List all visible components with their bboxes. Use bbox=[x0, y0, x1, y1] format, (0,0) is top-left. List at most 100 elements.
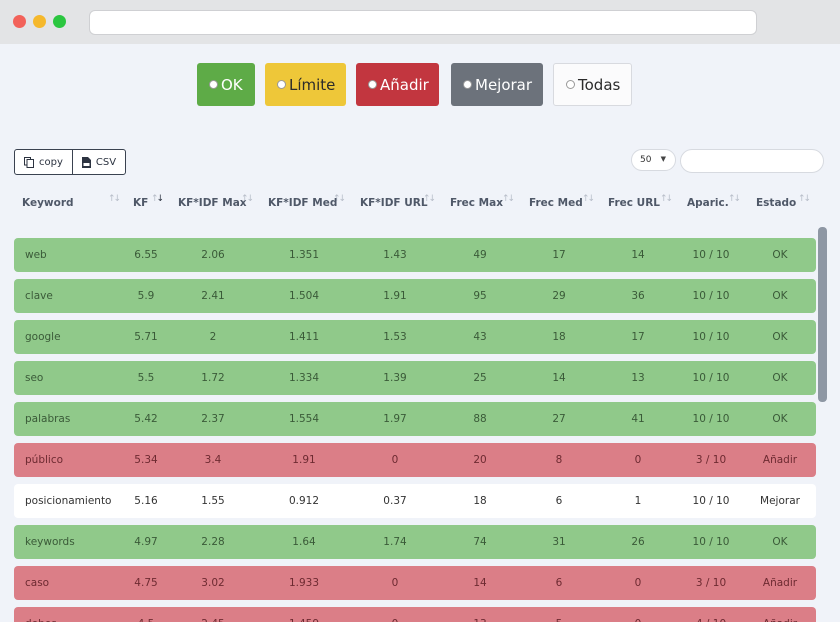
table-row[interactable]: clave 5.9 2.41 1.504 1.91 95 29 36 10 / 10 OK bbox=[14, 279, 816, 313]
column-header-frec-max[interactable]: Frec Max bbox=[450, 197, 503, 209]
filter-limite-button[interactable]: Límite bbox=[265, 63, 346, 106]
cell-estado: OK bbox=[772, 413, 788, 425]
filter-mejorar-button[interactable]: Mejorar bbox=[451, 63, 543, 106]
sort-icon[interactable]: ↑↓ bbox=[108, 194, 121, 204]
filter-ok-label: OK bbox=[221, 75, 243, 94]
sort-icon[interactable]: ↑↓ bbox=[151, 194, 164, 204]
cell-frec-max: 43 bbox=[473, 331, 487, 343]
cell-frec-med: 5 bbox=[556, 607, 563, 622]
cell-kf: 6.55 bbox=[134, 249, 158, 261]
table-row[interactable]: palabras 5.42 2.37 1.554 1.97 88 27 41 10 / 10 OK bbox=[14, 402, 816, 436]
cell-kfidf-med: 1.64 bbox=[292, 536, 316, 548]
cell-frec-url: 41 bbox=[631, 413, 645, 425]
column-header-aparic[interactable]: Aparic. bbox=[687, 197, 729, 209]
copy-button[interactable]: copy bbox=[15, 150, 72, 174]
column-header-keyword[interactable]: Keyword bbox=[22, 197, 74, 209]
column-header-frec-med[interactable]: Frec Med bbox=[529, 197, 583, 209]
cell-kfidf-med: 1.459 bbox=[289, 607, 319, 622]
filter-limite-label: Límite bbox=[289, 75, 336, 94]
sort-icon[interactable]: ↑↓ bbox=[660, 194, 673, 204]
cell-kfidf-med: 1.351 bbox=[288, 249, 320, 261]
table-row[interactable]: keywords 4.97 2.28 1.64 1.74 74 31 26 10 / 10 OK bbox=[14, 525, 816, 559]
cell-kfidf-max: 3.4 bbox=[204, 454, 222, 466]
cell-kfidf-url: 0 bbox=[392, 607, 399, 622]
cell-frec-med: 8 bbox=[555, 454, 563, 466]
cell-aparic: 10 / 10 bbox=[692, 331, 730, 343]
cell-kfidf-url: 1.53 bbox=[383, 331, 407, 343]
cell-keyword: seo bbox=[25, 372, 44, 384]
cell-kfidf-med: 1.411 bbox=[288, 331, 320, 343]
cell-estado: OK bbox=[772, 249, 788, 261]
table-row[interactable]: debes 4.5 2.45 1.459 0 13 5 0 4 / 10 Añadir bbox=[14, 607, 816, 622]
cell-aparic: 10 / 10 bbox=[692, 495, 730, 507]
column-header-kfidf-url[interactable]: KF*IDF URL bbox=[360, 197, 428, 209]
sort-icon[interactable]: ↑↓ bbox=[582, 194, 595, 204]
address-bar[interactable] bbox=[89, 10, 757, 35]
column-header-kf[interactable]: KF bbox=[133, 197, 149, 209]
cell-kfidf-max: 1.72 bbox=[201, 372, 225, 384]
maximize-window-button[interactable] bbox=[53, 15, 66, 28]
minimize-window-button[interactable] bbox=[33, 15, 46, 28]
filter-anadir-label: Añadir bbox=[380, 75, 429, 94]
cell-keyword: google bbox=[25, 331, 61, 343]
cell-aparic: 3 / 10 bbox=[695, 577, 727, 589]
filter-todas-button[interactable]: Todas bbox=[553, 63, 632, 106]
cell-frec-max: 95 bbox=[473, 290, 487, 302]
column-header-kfidf-med[interactable]: KF*IDF Med bbox=[268, 197, 338, 209]
table-row[interactable]: caso 4.75 3.02 1.933 0 14 6 0 3 / 10 Añadir bbox=[14, 566, 816, 600]
cell-estado: OK bbox=[772, 331, 788, 343]
cell-kf: 4.97 bbox=[134, 536, 158, 548]
cell-aparic: 3 / 10 bbox=[695, 454, 727, 466]
radio-icon bbox=[209, 80, 218, 89]
browser-toolbar bbox=[0, 0, 840, 44]
cell-estado: OK bbox=[772, 536, 788, 548]
column-header-estado[interactable]: Estado bbox=[756, 197, 797, 209]
cell-frec-max: 13 bbox=[473, 607, 486, 622]
cell-frec-max: 25 bbox=[473, 372, 487, 384]
cell-kfidf-max: 2.41 bbox=[201, 290, 225, 302]
cell-frec-url: 17 bbox=[631, 331, 645, 343]
cell-kfidf-url: 1.74 bbox=[383, 536, 407, 548]
close-window-button[interactable] bbox=[13, 15, 26, 28]
table-row[interactable]: posicionamiento 5.16 1.55 0.912 0.37 18 6 1 10 /… bbox=[14, 484, 816, 518]
column-header-frec-url[interactable]: Frec URL bbox=[608, 197, 660, 209]
cell-keyword: keywords bbox=[25, 536, 75, 548]
page-length-value: 50 bbox=[640, 155, 652, 165]
cell-frec-med: 6 bbox=[555, 495, 563, 507]
table-row[interactable]: público 5.34 3.4 1.91 0 20 8 0 3 / 10 Añadir bbox=[14, 443, 816, 477]
sort-icon[interactable]: ↑↓ bbox=[241, 194, 254, 204]
cell-kfidf-url: 0 bbox=[391, 454, 399, 466]
column-header-kfidf-max[interactable]: KF*IDF Max bbox=[178, 197, 247, 209]
cell-aparic: 10 / 10 bbox=[692, 413, 730, 425]
cell-kfidf-url: 0 bbox=[391, 577, 399, 589]
sort-icon[interactable]: ↑↓ bbox=[502, 194, 515, 204]
filter-todas-label: Todas bbox=[578, 75, 621, 94]
scrollbar-thumb[interactable] bbox=[818, 227, 827, 402]
cell-keyword: caso bbox=[25, 577, 50, 589]
table-row[interactable]: web 6.55 2.06 1.351 1.43 49 17 14 10 / 10 OK bbox=[14, 238, 816, 272]
csv-label: CSV bbox=[95, 156, 117, 168]
sort-icon[interactable]: ↑↓ bbox=[423, 194, 436, 204]
sort-icon[interactable]: ↑↓ bbox=[333, 194, 346, 204]
table-row[interactable]: google 5.71 2 1.411 1.53 43 18 17 10 / 10 OK bbox=[14, 320, 816, 354]
sort-icon[interactable]: ↑↓ bbox=[728, 194, 741, 204]
filter-ok-button[interactable]: OK bbox=[197, 63, 255, 106]
cell-frec-max: 18 bbox=[473, 495, 487, 507]
cell-kfidf-url: 1.39 bbox=[383, 372, 407, 384]
cell-frec-url: 26 bbox=[631, 536, 645, 548]
cell-frec-url: 0 bbox=[635, 607, 642, 622]
cell-frec-med: 29 bbox=[552, 290, 566, 302]
cell-kf: 5.71 bbox=[134, 331, 158, 343]
cell-keyword: debes bbox=[25, 607, 57, 622]
page-length-select[interactable]: 50 ▼ bbox=[631, 149, 676, 171]
filter-anadir-button[interactable]: Añadir bbox=[356, 63, 439, 106]
cell-frec-url: 1 bbox=[634, 495, 642, 507]
csv-button[interactable]: CSV bbox=[71, 150, 125, 174]
cell-kfidf-med: 1.334 bbox=[288, 372, 320, 384]
table-row[interactable]: seo 5.5 1.72 1.334 1.39 25 14 13 10 / 10 OK bbox=[14, 361, 816, 395]
sort-icon[interactable]: ↑↓ bbox=[798, 194, 811, 204]
cell-kfidf-url: 1.43 bbox=[383, 249, 407, 261]
cell-frec-url: 13 bbox=[631, 372, 645, 384]
cell-kf: 5.42 bbox=[134, 413, 158, 425]
search-input[interactable] bbox=[680, 149, 824, 173]
